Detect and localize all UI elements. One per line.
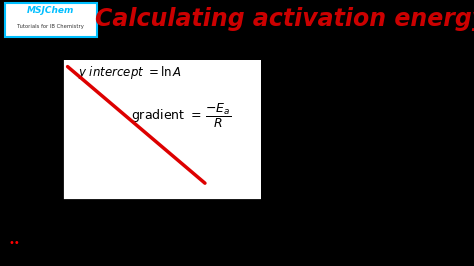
Text: $y$ intercept $= \ln A$: $y$ intercept $= \ln A$: [78, 64, 182, 81]
Text: MSJChem: MSJChem: [27, 6, 74, 15]
Text: the gradient $-E_a$/R: the gradient $-E_a$/R: [292, 172, 438, 190]
Text: straight line with: straight line with: [292, 137, 427, 151]
Text: against 1/T gives a: against 1/T gives a: [292, 100, 440, 114]
Text: Tutorials for IB Chemistry: Tutorials for IB Chemistry: [17, 24, 84, 30]
Text: A graph of ln $\it{k}$: A graph of ln $\it{k}$: [292, 60, 409, 78]
Text: ln $k$: ln $k$: [25, 119, 52, 134]
Text: 1/T (K$^{-1}$): 1/T (K$^{-1}$): [137, 201, 191, 219]
FancyBboxPatch shape: [5, 3, 97, 37]
Text: $\mathbf{\mathit{-E_a}}$ (J mol$^{-1}$) = gradient (K) $\times$ 8.31 (J K$^{-1}$: $\mathbf{\mathit{-E_a}}$ (J mol$^{-1}$) …: [21, 232, 393, 253]
Text: Calculating activation energy: Calculating activation energy: [95, 7, 474, 31]
Text: ••: ••: [9, 238, 20, 248]
Text: gradient $=\,\dfrac{-E_a}{R}$: gradient $=\,\dfrac{-E_a}{R}$: [131, 102, 231, 130]
